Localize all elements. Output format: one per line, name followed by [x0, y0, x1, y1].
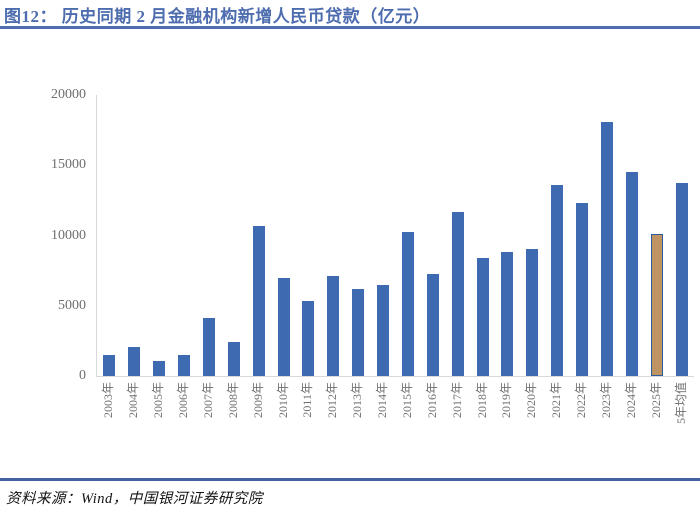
bar-2016年 — [426, 273, 439, 376]
bar-2012年 — [327, 276, 340, 376]
bar-2013年 — [352, 288, 365, 376]
bar-2007年 — [202, 317, 215, 376]
bar-2021年 — [551, 184, 564, 376]
source-divider — [0, 478, 700, 481]
bar-2022年 — [576, 203, 589, 376]
y-tick-label: 0 — [79, 368, 86, 383]
x-tick-label: 2014年 — [375, 382, 390, 419]
y-tick-label: 10000 — [51, 227, 86, 243]
x-tick-label: 2003年 — [101, 382, 116, 419]
x-tick-label: 2005年 — [151, 382, 166, 419]
x-tick-label: 5年均值 — [673, 382, 688, 425]
bar-2018年 — [476, 258, 489, 376]
bar-2003年 — [103, 355, 116, 376]
bar-2008年 — [227, 341, 240, 376]
x-tick-label: 2022年 — [574, 382, 589, 419]
bar-2014年 — [377, 285, 390, 376]
bar-2017年 — [451, 211, 464, 376]
bar-2025年 — [650, 234, 663, 376]
x-tick-label: 2012年 — [325, 382, 340, 419]
x-tick-label: 2008年 — [225, 382, 240, 419]
bar-2015年 — [401, 232, 414, 376]
x-tick-label: 2021年 — [549, 382, 564, 419]
plot-area — [96, 95, 694, 377]
x-tick-label: 2006年 — [176, 382, 191, 419]
x-tick-label: 2011年 — [300, 382, 315, 418]
x-tick-label: 2020年 — [524, 382, 539, 419]
bar-2005年 — [153, 361, 166, 376]
figure-title: 图12： 历史同期 2 月金融机构新增人民币贷款（亿元） — [4, 7, 431, 26]
x-tick-label: 2023年 — [598, 382, 613, 419]
bar-2024年 — [625, 172, 638, 376]
bar-2010年 — [277, 277, 290, 376]
x-tick-label: 2013年 — [350, 382, 365, 419]
x-tick-label: 2016年 — [424, 382, 439, 419]
x-tick-label: 2024年 — [623, 382, 638, 419]
source-note: 资料来源：Wind，中国银河证券研究院 — [6, 491, 263, 507]
y-tick-label: 15000 — [51, 157, 86, 173]
x-tick-label: 2019年 — [499, 382, 514, 419]
x-tick-label: 2018年 — [474, 382, 489, 419]
bar-2006年 — [178, 355, 191, 376]
bar-2004年 — [128, 346, 141, 376]
bar-5年均值 — [675, 183, 688, 376]
bar-2009年 — [252, 225, 265, 376]
x-tick-label: 2007年 — [200, 382, 215, 419]
x-tick-label: 2010年 — [275, 382, 290, 419]
bar-2020年 — [526, 248, 539, 376]
bar-2011年 — [302, 300, 315, 376]
x-tick-label: 2025年 — [648, 382, 663, 419]
title-divider — [0, 26, 700, 29]
x-tick-label: 2009年 — [250, 382, 265, 419]
bar-2019年 — [501, 251, 514, 376]
x-tick-label: 2015年 — [399, 382, 414, 419]
y-tick-label: 20000 — [51, 87, 86, 102]
x-tick-label: 2004年 — [126, 382, 141, 419]
y-tick-label: 5000 — [58, 297, 86, 313]
bar-2023年 — [600, 121, 613, 376]
x-tick-label: 2017年 — [449, 382, 464, 419]
